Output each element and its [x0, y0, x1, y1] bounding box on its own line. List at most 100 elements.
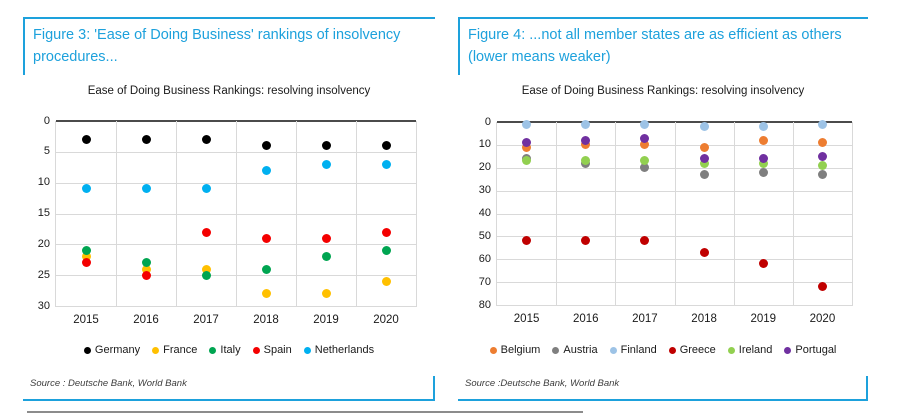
v-gridline	[615, 122, 617, 305]
germany-data-point	[381, 141, 391, 151]
y-tick-label: 20	[478, 161, 491, 174]
france-data-point	[381, 276, 391, 286]
plot-area: 0 5 10 15 20 25 30 2015 2016 2017 2018 2019 2020	[38, 115, 417, 326]
netherlands-data-point	[201, 184, 211, 194]
legend-label: Finland	[620, 344, 657, 356]
spain-data-point	[201, 227, 211, 237]
figure-4-panel: Figure 4: ...not all member states are a…	[458, 17, 868, 401]
italy-data-point	[321, 252, 331, 262]
legend-item-netherlands: Netherlands	[303, 344, 374, 356]
finland-data-point	[817, 119, 827, 129]
v-gridline	[236, 121, 237, 306]
y-tick-label: 80	[478, 298, 491, 311]
austria-data-point	[817, 170, 827, 180]
x-axis-labels: 2015 2016 2017 2018 2019 2020	[497, 313, 852, 325]
v-gridline	[356, 121, 357, 306]
france-data-point	[261, 289, 271, 299]
belgium-data-point	[817, 138, 827, 148]
spain-data-point	[141, 270, 151, 280]
legend-dot	[552, 346, 560, 354]
source-note: Source :Deutsche Bank, World Bank	[465, 378, 620, 389]
ireland-data-point	[522, 156, 532, 166]
netherlands-data-point	[141, 184, 151, 194]
greece-data-point	[817, 282, 827, 292]
legend-label: Spain	[263, 344, 292, 356]
x-tick-label: 2019	[750, 313, 777, 325]
spain-data-point	[81, 258, 91, 268]
france-data-point	[141, 264, 151, 274]
legend-item-finland: Finland	[609, 344, 657, 356]
x-tick-label: 2020	[373, 314, 399, 326]
v-gridline	[556, 122, 558, 305]
legend: Belgium Austria Finland Greece Ireland Portug…	[458, 344, 868, 356]
panel-right-border	[866, 376, 868, 401]
x-tick-label: 2018	[691, 313, 717, 325]
finland-data-point	[581, 119, 591, 129]
legend-item-france: France	[152, 344, 197, 356]
v-gridline	[296, 121, 297, 306]
portugal-data-point	[581, 135, 591, 145]
v-gridline	[116, 121, 117, 306]
finland-data-point	[522, 119, 532, 129]
y-tick-label: 5	[43, 145, 50, 158]
portugal-data-point	[817, 151, 827, 161]
x-tick-label: 2019	[313, 314, 339, 326]
germany-data-point	[321, 141, 331, 151]
austria-data-point	[699, 170, 709, 180]
x-tick-label: 2016	[133, 314, 159, 326]
legend-label: Austria	[563, 344, 598, 356]
legend-dot	[727, 346, 735, 354]
portugal-data-point	[640, 133, 650, 143]
y-axis: 0 5 10 15 20 25 30	[18, 115, 50, 312]
legend-label: Belgium	[500, 344, 541, 356]
y-tick-label: 40	[478, 207, 491, 219]
greece-data-point	[758, 259, 768, 269]
panel-bottom-border	[458, 399, 868, 401]
legend-item-ireland: Ireland	[727, 344, 772, 356]
spain-data-point	[261, 233, 271, 243]
ireland-data-point	[699, 158, 709, 168]
legend-dot	[489, 346, 497, 354]
figure-3-title-line-1: Figure 3: 'Ease of Doing Business' ranki…	[33, 27, 401, 43]
belgium-data-point	[640, 140, 650, 150]
italy-data-point	[81, 246, 91, 255]
france-data-point	[321, 289, 331, 299]
ireland-data-point	[817, 160, 827, 170]
figure-3-panel: Figure 3: 'Ease of Doing Business' ranki…	[23, 17, 435, 401]
chart-title: Ease of Doing Business Rankings: resolvi…	[521, 85, 805, 97]
france-data-point	[201, 264, 211, 274]
ireland-data-point	[581, 156, 591, 166]
portugal-data-point	[522, 138, 532, 148]
source-note: Source : Deutsche Bank, World Bank	[30, 378, 187, 389]
plot-area: 0 10 20 30 40 50 60 70 80 2015 2016 2017 2018 2019 20…	[479, 116, 853, 325]
belgium-data-point	[522, 142, 532, 152]
portugal-data-point	[758, 154, 768, 164]
y-tick-label: 60	[478, 252, 491, 265]
belgium-data-point	[758, 135, 768, 145]
legend-dot	[83, 346, 91, 354]
y-tick-label: 0	[484, 115, 491, 128]
x-tick-label: 2018	[253, 314, 279, 326]
legend-item-austria: Austria	[552, 344, 598, 356]
legend-dot	[668, 346, 676, 354]
x-tick-label: 2017	[193, 314, 219, 326]
panel-right-border	[433, 376, 435, 401]
legend-item-spain: Spain	[252, 344, 292, 356]
legend-dot	[303, 346, 311, 354]
chart-title: Ease of Doing Business Rankings: resolvi…	[87, 85, 371, 97]
netherlands-data-point	[381, 159, 391, 169]
y-tick-label: 0	[43, 114, 50, 127]
v-gridline	[792, 122, 794, 305]
finland-data-point	[640, 119, 650, 129]
netherlands-data-point	[261, 165, 271, 175]
y-tick-label: 20	[37, 237, 50, 250]
figure-4-title-line-1: Figure 4: ...not all member states are a…	[468, 27, 842, 43]
legend-item-portugal: Portugal	[784, 344, 836, 356]
legend-item-greece: Greece	[668, 344, 716, 356]
h-gridline	[56, 306, 416, 307]
legend-dot	[609, 346, 617, 354]
legend-dot	[784, 346, 792, 354]
italy-data-point	[381, 246, 391, 255]
spain-data-point	[381, 227, 391, 237]
netherlands-data-point	[321, 159, 331, 169]
